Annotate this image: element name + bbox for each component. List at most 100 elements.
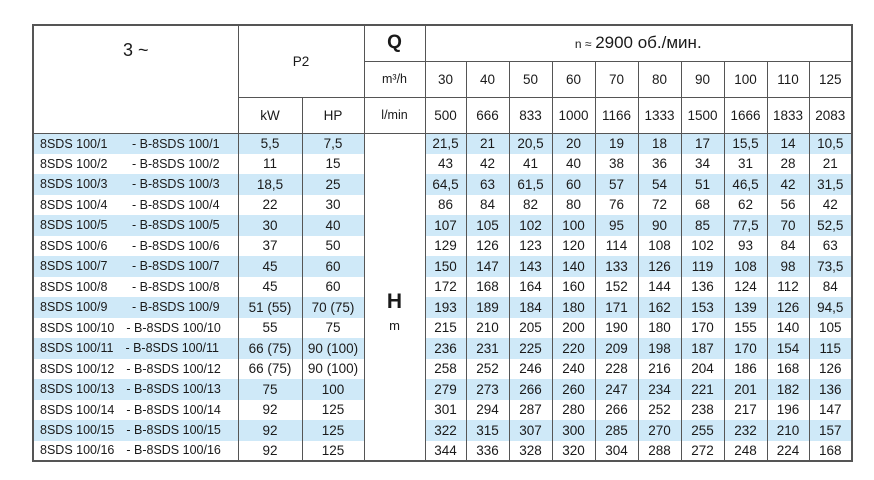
head-value-cell: 234 xyxy=(637,379,682,400)
head-value-cell: 144 xyxy=(637,276,682,297)
head-value-cell: 307 xyxy=(508,420,553,441)
head-value-cell: 220 xyxy=(551,338,596,359)
kw-cell: 18,5 xyxy=(237,174,303,195)
flow-m3h-cell: 40 xyxy=(465,60,510,98)
head-value-cell: 18 xyxy=(637,133,682,154)
kw-cell: 66 (75) xyxy=(237,358,303,379)
head-value-cell: 60 xyxy=(551,174,596,195)
table-row: 8SDS 100/14 - B-8SDS 100/14 92 125 301 294 287… xyxy=(32,399,853,420)
table-row: 8SDS 100/7 - B-8SDS 100/7 45 60 150 147 143 140… xyxy=(32,256,853,277)
model-name: 8SDS 100/14 xyxy=(40,402,115,417)
q-label: Q xyxy=(363,24,426,62)
table-row: 8SDS 100/11 - B-8SDS 100/11 66 (75) 90 (100… xyxy=(32,338,853,359)
head-value-cell: 63 xyxy=(808,235,853,256)
table-row: 8SDS 100/8 - B-8SDS 100/8 45 60 172 168 164 160… xyxy=(32,276,853,297)
head-value-cell: 126 xyxy=(465,235,510,256)
kw-cell: 11 xyxy=(237,153,303,174)
head-value-cell: 189 xyxy=(465,297,510,318)
flow-m3h-cell: 30 xyxy=(424,60,467,98)
head-value-cell: 190 xyxy=(594,317,639,338)
head-value-cell: 210 xyxy=(766,420,810,441)
head-value-cell: 157 xyxy=(808,420,853,441)
model-name: 8SDS 100/4 xyxy=(40,197,108,212)
head-value-cell: 85 xyxy=(680,215,725,236)
head-value-cell: 224 xyxy=(766,440,810,461)
table-row: 8SDS 100/10 - B-8SDS 100/10 55 75 215 210 205 2… xyxy=(32,317,853,338)
head-value-cell: 273 xyxy=(465,379,510,400)
flow-lmin-cell: 1000 xyxy=(551,96,596,134)
head-value-cell: 217 xyxy=(723,399,768,420)
head-value-cell: 76 xyxy=(594,194,639,215)
head-value-cell: 150 xyxy=(424,256,467,277)
head-value-cell: 147 xyxy=(808,399,853,420)
hp-cell: 50 xyxy=(301,235,365,256)
head-value-cell: 77,5 xyxy=(723,215,768,236)
head-value-cell: 304 xyxy=(594,440,639,461)
table-row: 8SDS 100/9 - B-8SDS 100/9 51 (55) 70 (75) 19… xyxy=(32,297,853,318)
head-value-cell: 336 xyxy=(465,440,510,461)
head-value-cell: 86 xyxy=(424,194,467,215)
head-value-cell: 164 xyxy=(508,276,553,297)
hp-cell: 90 (100) xyxy=(301,358,365,379)
head-value-cell: 155 xyxy=(723,317,768,338)
head-value-cell: 73,5 xyxy=(808,256,853,277)
head-value-cell: 287 xyxy=(508,399,553,420)
p2-label: P2 xyxy=(237,24,365,97)
model-alt-name: - B-8SDS 100/1 xyxy=(132,136,220,151)
head-value-cell: 105 xyxy=(808,317,853,338)
model-name: 8SDS 100/7 xyxy=(40,259,108,274)
head-value-cell: 160 xyxy=(551,276,596,297)
head-value-cell: 107 xyxy=(424,215,467,236)
head-value-cell: 21 xyxy=(808,153,853,174)
model-cell: 8SDS 100/14 - B-8SDS 100/14 xyxy=(32,399,239,420)
head-value-cell: 328 xyxy=(508,440,553,461)
head-value-cell: 94,5 xyxy=(808,297,853,318)
head-value-cell: 56 xyxy=(766,194,810,215)
head-value-cell: 19 xyxy=(594,133,639,154)
flow-lmin-cell: 1166 xyxy=(594,96,639,134)
h-label: H xyxy=(386,290,403,314)
model-alt-name: - B-8SDS 100/10 xyxy=(126,320,221,335)
head-value-cell: 182 xyxy=(766,379,810,400)
table-row: 8SDS 100/13 - B-8SDS 100/13 75 100 279 273 266… xyxy=(32,379,853,400)
model-cell: 8SDS 100/13 - B-8SDS 100/13 xyxy=(32,379,239,400)
head-value-cell: 52,5 xyxy=(808,215,853,236)
head-value-cell: 31 xyxy=(723,153,768,174)
head-value-cell: 115 xyxy=(808,338,853,359)
kw-cell: 30 xyxy=(237,215,303,236)
head-value-cell: 112 xyxy=(766,276,810,297)
table-row: 8SDS 100/16 - B-8SDS 100/16 92 125 344 336 328… xyxy=(32,440,853,461)
pump-performance-table: 3 ~ P2 Q n ≈ 2900 об./мин. m³/h 30 40 50 60… xyxy=(32,24,853,462)
head-value-cell: 10,5 xyxy=(808,133,853,154)
kw-cell: 45 xyxy=(237,276,303,297)
head-value-cell: 64,5 xyxy=(424,174,467,195)
head-value-cell: 215 xyxy=(424,317,467,338)
head-value-cell: 43 xyxy=(424,153,467,174)
head-value-cell: 198 xyxy=(637,338,682,359)
model-alt-name: - B-8SDS 100/11 xyxy=(125,341,220,356)
head-value-cell: 108 xyxy=(723,256,768,277)
head-value-cell: 154 xyxy=(766,338,810,359)
table-row: 8SDS 100/15 - B-8SDS 100/15 92 125 322 315 307… xyxy=(32,420,853,441)
model-name: 8SDS 100/3 xyxy=(40,177,108,192)
head-value-cell: 260 xyxy=(551,379,596,400)
model-alt-name: - B-8SDS 100/9 xyxy=(132,300,220,315)
head-value-cell: 168 xyxy=(766,358,810,379)
head-value-cell: 123 xyxy=(508,235,553,256)
head-value-cell: 70 xyxy=(766,215,810,236)
hp-cell: 90 (100) xyxy=(301,338,365,359)
head-value-cell: 41 xyxy=(508,153,553,174)
head-value-cell: 216 xyxy=(637,358,682,379)
head-value-cell: 20 xyxy=(551,133,596,154)
hp-cell: 30 xyxy=(301,194,365,215)
model-cell: 8SDS 100/6 - B-8SDS 100/6 xyxy=(32,235,239,256)
head-value-cell: 57 xyxy=(594,174,639,195)
model-name: 8SDS 100/16 xyxy=(40,443,115,458)
h-unit: m xyxy=(389,318,400,334)
hp-cell: 70 (75) xyxy=(301,297,365,318)
flow-m3h-cell: 50 xyxy=(508,60,553,98)
head-value-cell: 258 xyxy=(424,358,467,379)
head-value-cell: 320 xyxy=(551,440,596,461)
head-value-cell: 84 xyxy=(766,235,810,256)
head-value-cell: 34 xyxy=(680,153,725,174)
